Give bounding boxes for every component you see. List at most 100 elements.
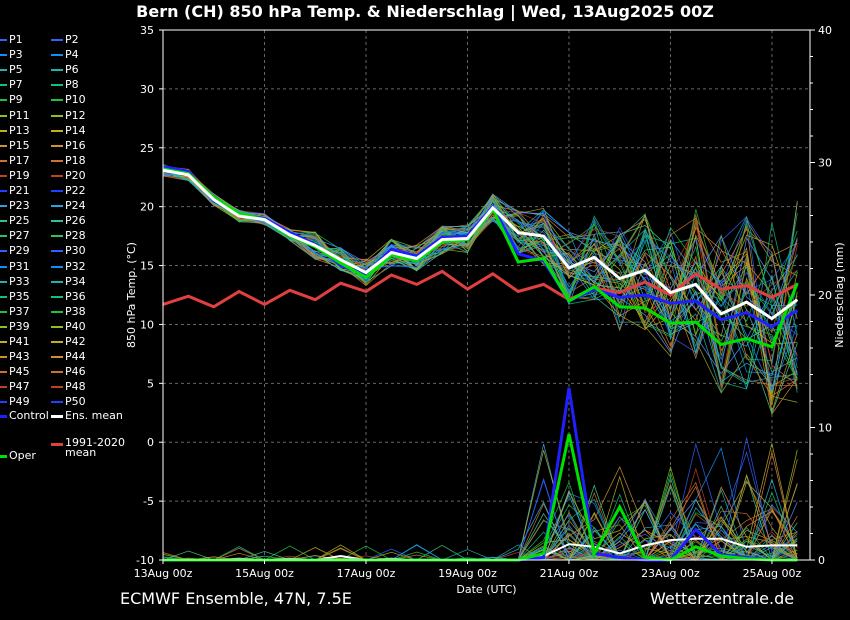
legend-swatch xyxy=(0,310,7,313)
ensemble-member-line xyxy=(162,166,798,375)
legend-swatch xyxy=(51,99,63,102)
legend-item-ens-mean: Ens. mean xyxy=(51,409,123,422)
legend-label: P33 xyxy=(9,274,30,288)
y-tick-label: 35 xyxy=(140,24,154,37)
legend-item-member: P27 xyxy=(0,230,30,242)
x-tick-label: 17Aug 00z xyxy=(337,567,396,580)
legend-label: P29 xyxy=(9,244,30,258)
legend-label: Control xyxy=(9,409,49,422)
legend-swatch xyxy=(51,280,63,283)
y-tick-label: 10 xyxy=(140,318,154,331)
legend-swatch xyxy=(51,205,63,208)
legend-swatch xyxy=(0,159,7,162)
legend-swatch xyxy=(0,325,7,328)
y2-tick-label: 40 xyxy=(818,24,832,37)
legend-item-member: P5 xyxy=(0,64,23,76)
legend-label: P39 xyxy=(9,319,30,333)
legend-swatch xyxy=(0,265,7,268)
legend-item-member: P28 xyxy=(51,229,86,243)
legend-label: P19 xyxy=(9,168,30,182)
legend-swatch xyxy=(0,205,7,208)
legend-item-member: P3 xyxy=(0,49,23,61)
legend-swatch xyxy=(51,356,63,359)
legend-label: P40 xyxy=(65,319,86,333)
legend-swatch xyxy=(51,250,63,253)
y-tick-label: -5 xyxy=(143,495,154,508)
legend-label: P18 xyxy=(65,153,86,167)
legend-item-climate-mean: 1991-2020 mean xyxy=(51,436,135,459)
legend-item-member: P7 xyxy=(0,79,23,91)
y2-axis-label: Niederschlag (mm) xyxy=(833,242,846,347)
legend-item-member: P19 xyxy=(0,168,30,182)
y-tick-label: 5 xyxy=(147,377,154,390)
legend-swatch xyxy=(51,159,63,162)
legend-item-member: P6 xyxy=(51,63,79,77)
legend-swatch xyxy=(0,356,7,359)
legend-item-member: P20 xyxy=(51,168,86,182)
legend-swatch xyxy=(0,144,7,147)
legend-label: P12 xyxy=(65,108,86,122)
legend-item-member: P46 xyxy=(51,365,86,379)
legend-label: P4 xyxy=(65,48,79,62)
legend-swatch xyxy=(0,114,7,117)
legend-item-member: P41 xyxy=(0,336,30,348)
legend-label: P6 xyxy=(65,63,79,77)
legend-item-member: P45 xyxy=(0,366,30,378)
legend-label: Oper xyxy=(9,449,36,462)
legend-label: P38 xyxy=(65,304,86,318)
legend-swatch xyxy=(51,341,63,343)
legend-swatch xyxy=(51,401,63,404)
ensemble-member-line xyxy=(162,169,798,348)
legend-label: P23 xyxy=(9,199,30,213)
legend-label: P42 xyxy=(65,335,86,348)
legend-swatch xyxy=(51,220,63,223)
y-tick-label: -10 xyxy=(136,554,154,567)
legend-swatch xyxy=(51,442,63,446)
legend-item-member: P48 xyxy=(51,381,86,393)
legend-item-member: P4 xyxy=(51,48,79,62)
x-tick-label: 25Aug 00z xyxy=(743,567,802,580)
legend-item-member: P21 xyxy=(0,184,30,197)
x-tick-label: 21Aug 00z xyxy=(540,567,599,580)
legend-label: P21 xyxy=(9,184,30,197)
legend-item-member: P43 xyxy=(0,351,30,363)
legend-swatch xyxy=(0,235,7,238)
legend-label: P46 xyxy=(65,365,86,379)
legend-item-member: P24 xyxy=(51,199,86,213)
legend-item-member: P26 xyxy=(51,214,86,228)
y-tick-label: 15 xyxy=(140,260,154,273)
legend-label: P28 xyxy=(65,229,86,243)
legend-label: P20 xyxy=(65,168,86,182)
legend-swatch xyxy=(0,129,7,132)
legend-swatch xyxy=(0,341,7,343)
legend-swatch xyxy=(0,280,7,283)
legend-swatch xyxy=(51,69,63,72)
legend-swatch xyxy=(51,265,63,268)
legend-label: P26 xyxy=(65,214,86,228)
legend-swatch xyxy=(51,84,63,87)
legend-label: P35 xyxy=(9,289,30,303)
y-tick-label: 0 xyxy=(147,436,154,449)
legend-label: P16 xyxy=(65,138,86,152)
legend-swatch xyxy=(51,295,63,298)
legend-item-member: P36 xyxy=(51,290,86,303)
legend-label: 1991-2020 mean xyxy=(65,436,125,459)
legend-item-member: P35 xyxy=(0,289,30,303)
legend-label: Ens. mean xyxy=(65,409,123,422)
ensemble-member-precip-line xyxy=(163,498,798,561)
x-tick-label: 19Aug 00z xyxy=(438,567,497,580)
footer-site: Wetterzentrale.de xyxy=(650,589,795,608)
legend-label: P31 xyxy=(9,259,30,273)
legend-swatch xyxy=(51,325,63,328)
legend-label: P24 xyxy=(65,199,86,213)
legend-label: P10 xyxy=(65,93,86,107)
legend-label: P30 xyxy=(65,244,86,258)
legend-item-member: P40 xyxy=(51,319,86,333)
legend-label: P9 xyxy=(9,93,23,107)
legend-item-member: P1 xyxy=(0,34,23,46)
legend-swatch xyxy=(51,371,63,374)
legend-swatch xyxy=(0,99,7,102)
legend-item-member: P42 xyxy=(51,335,86,348)
climate-mean-temp-line xyxy=(162,269,798,309)
legend-swatch xyxy=(0,84,7,87)
